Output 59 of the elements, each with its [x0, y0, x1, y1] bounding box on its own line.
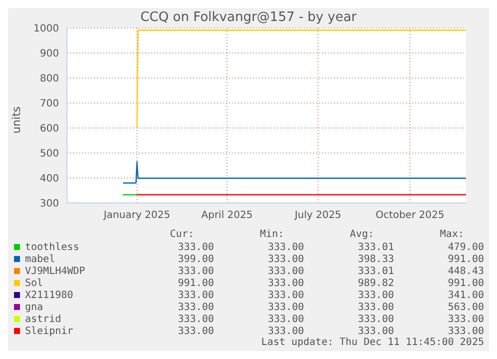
- text: 333.00: [357, 326, 394, 336]
- text: 333.01: [356, 242, 394, 252]
- text: Min:: [258, 229, 285, 241]
- x-tick-label: October 2025: [376, 210, 444, 222]
- legend-label: astrid: [25, 314, 62, 324]
- text: 398.33: [356, 254, 394, 264]
- text: 333.00: [176, 290, 214, 300]
- text: 333.00: [356, 302, 394, 312]
- text: 991.00: [446, 278, 484, 288]
- text: 479.00: [446, 242, 484, 252]
- text: 448.43: [446, 266, 484, 276]
- text: 333.00: [266, 254, 304, 264]
- text: 333.00: [266, 314, 304, 324]
- text: 989.82: [356, 278, 394, 288]
- y-tick-label: 500: [40, 148, 59, 160]
- text: 991.00: [446, 254, 484, 264]
- text: 333.00: [266, 242, 304, 252]
- text: 991.00: [176, 278, 214, 288]
- y-tick-label: 1000: [34, 24, 59, 35]
- y-tick-label: 600: [40, 124, 59, 135]
- legend-label: VJ9MLH4WDP: [25, 266, 86, 276]
- text: 333.01: [356, 266, 394, 276]
- text: 563.00: [446, 302, 484, 312]
- text: 333.00: [176, 242, 214, 252]
- text: 333.00: [176, 314, 214, 324]
- legend-label: toothless: [25, 242, 80, 252]
- text: 333.00: [176, 302, 214, 312]
- x-tick-label: January 2025: [102, 210, 170, 222]
- legend-label: Sol: [25, 278, 44, 288]
- text: 333.00: [266, 302, 304, 312]
- text: 333.00: [446, 326, 484, 336]
- text: 333.00: [266, 278, 304, 288]
- text: Last update: Thu Dec 11 11:45:00 2025: [260, 337, 484, 349]
- text: 341.00: [446, 290, 484, 300]
- text: 333.00: [446, 314, 484, 324]
- chart-title: CCQ on Folkvangr@157 - by year: [139, 10, 358, 25]
- y-tick-label: 400: [40, 174, 59, 185]
- text: 333.00: [356, 314, 394, 324]
- x-tick-label: April 2025: [201, 210, 253, 222]
- text: Cur:: [168, 229, 195, 241]
- text: 333.00: [176, 266, 214, 276]
- y-tick-label: 900: [40, 48, 59, 60]
- legend-label: gna: [25, 302, 44, 312]
- y-tick-label: 800: [40, 74, 59, 85]
- y-axis-title: units: [10, 106, 23, 134]
- y-tick-label: 700: [40, 98, 59, 110]
- text: 333.00: [266, 266, 304, 276]
- text: 333.00: [356, 290, 394, 300]
- text: Max:: [438, 229, 465, 241]
- text: 333.00: [176, 326, 214, 336]
- text: 333.00: [266, 326, 304, 336]
- y-tick-label: 300: [40, 198, 59, 210]
- x-tick-label: July 2025: [294, 210, 342, 222]
- text: Avg:: [348, 229, 375, 241]
- text: 333.00: [266, 290, 304, 300]
- text: 399.00: [176, 254, 214, 264]
- legend-label: mabel: [25, 254, 56, 264]
- legend-label: Sleipnir: [25, 326, 74, 336]
- legend-label: X2111980: [25, 290, 74, 300]
